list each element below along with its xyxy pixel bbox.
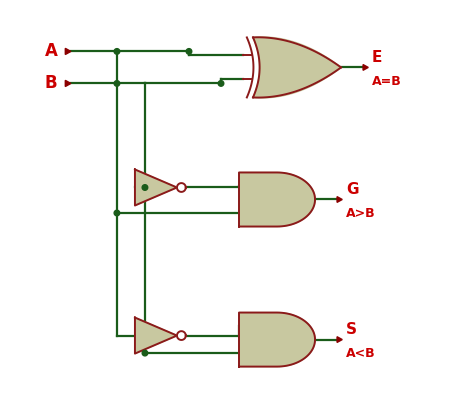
Text: B: B bbox=[45, 75, 57, 92]
Polygon shape bbox=[337, 337, 342, 343]
Polygon shape bbox=[65, 48, 71, 54]
Polygon shape bbox=[114, 210, 120, 216]
Text: A: A bbox=[45, 42, 58, 60]
Polygon shape bbox=[135, 170, 177, 206]
Polygon shape bbox=[253, 37, 341, 98]
Text: S: S bbox=[346, 322, 357, 337]
Polygon shape bbox=[135, 318, 177, 353]
Polygon shape bbox=[114, 49, 120, 54]
Text: A>B: A>B bbox=[346, 207, 375, 220]
Text: A<B: A<B bbox=[346, 347, 375, 360]
Polygon shape bbox=[114, 81, 120, 86]
Polygon shape bbox=[239, 172, 315, 226]
Polygon shape bbox=[142, 185, 148, 190]
Polygon shape bbox=[177, 183, 186, 192]
Polygon shape bbox=[337, 197, 342, 202]
Polygon shape bbox=[239, 313, 315, 367]
Polygon shape bbox=[142, 350, 148, 356]
Polygon shape bbox=[65, 80, 71, 87]
Polygon shape bbox=[177, 331, 186, 340]
Text: A=B: A=B bbox=[372, 75, 401, 88]
Text: G: G bbox=[346, 182, 358, 197]
Polygon shape bbox=[363, 64, 368, 70]
Text: E: E bbox=[372, 50, 382, 65]
Polygon shape bbox=[186, 49, 192, 54]
Polygon shape bbox=[218, 81, 224, 86]
